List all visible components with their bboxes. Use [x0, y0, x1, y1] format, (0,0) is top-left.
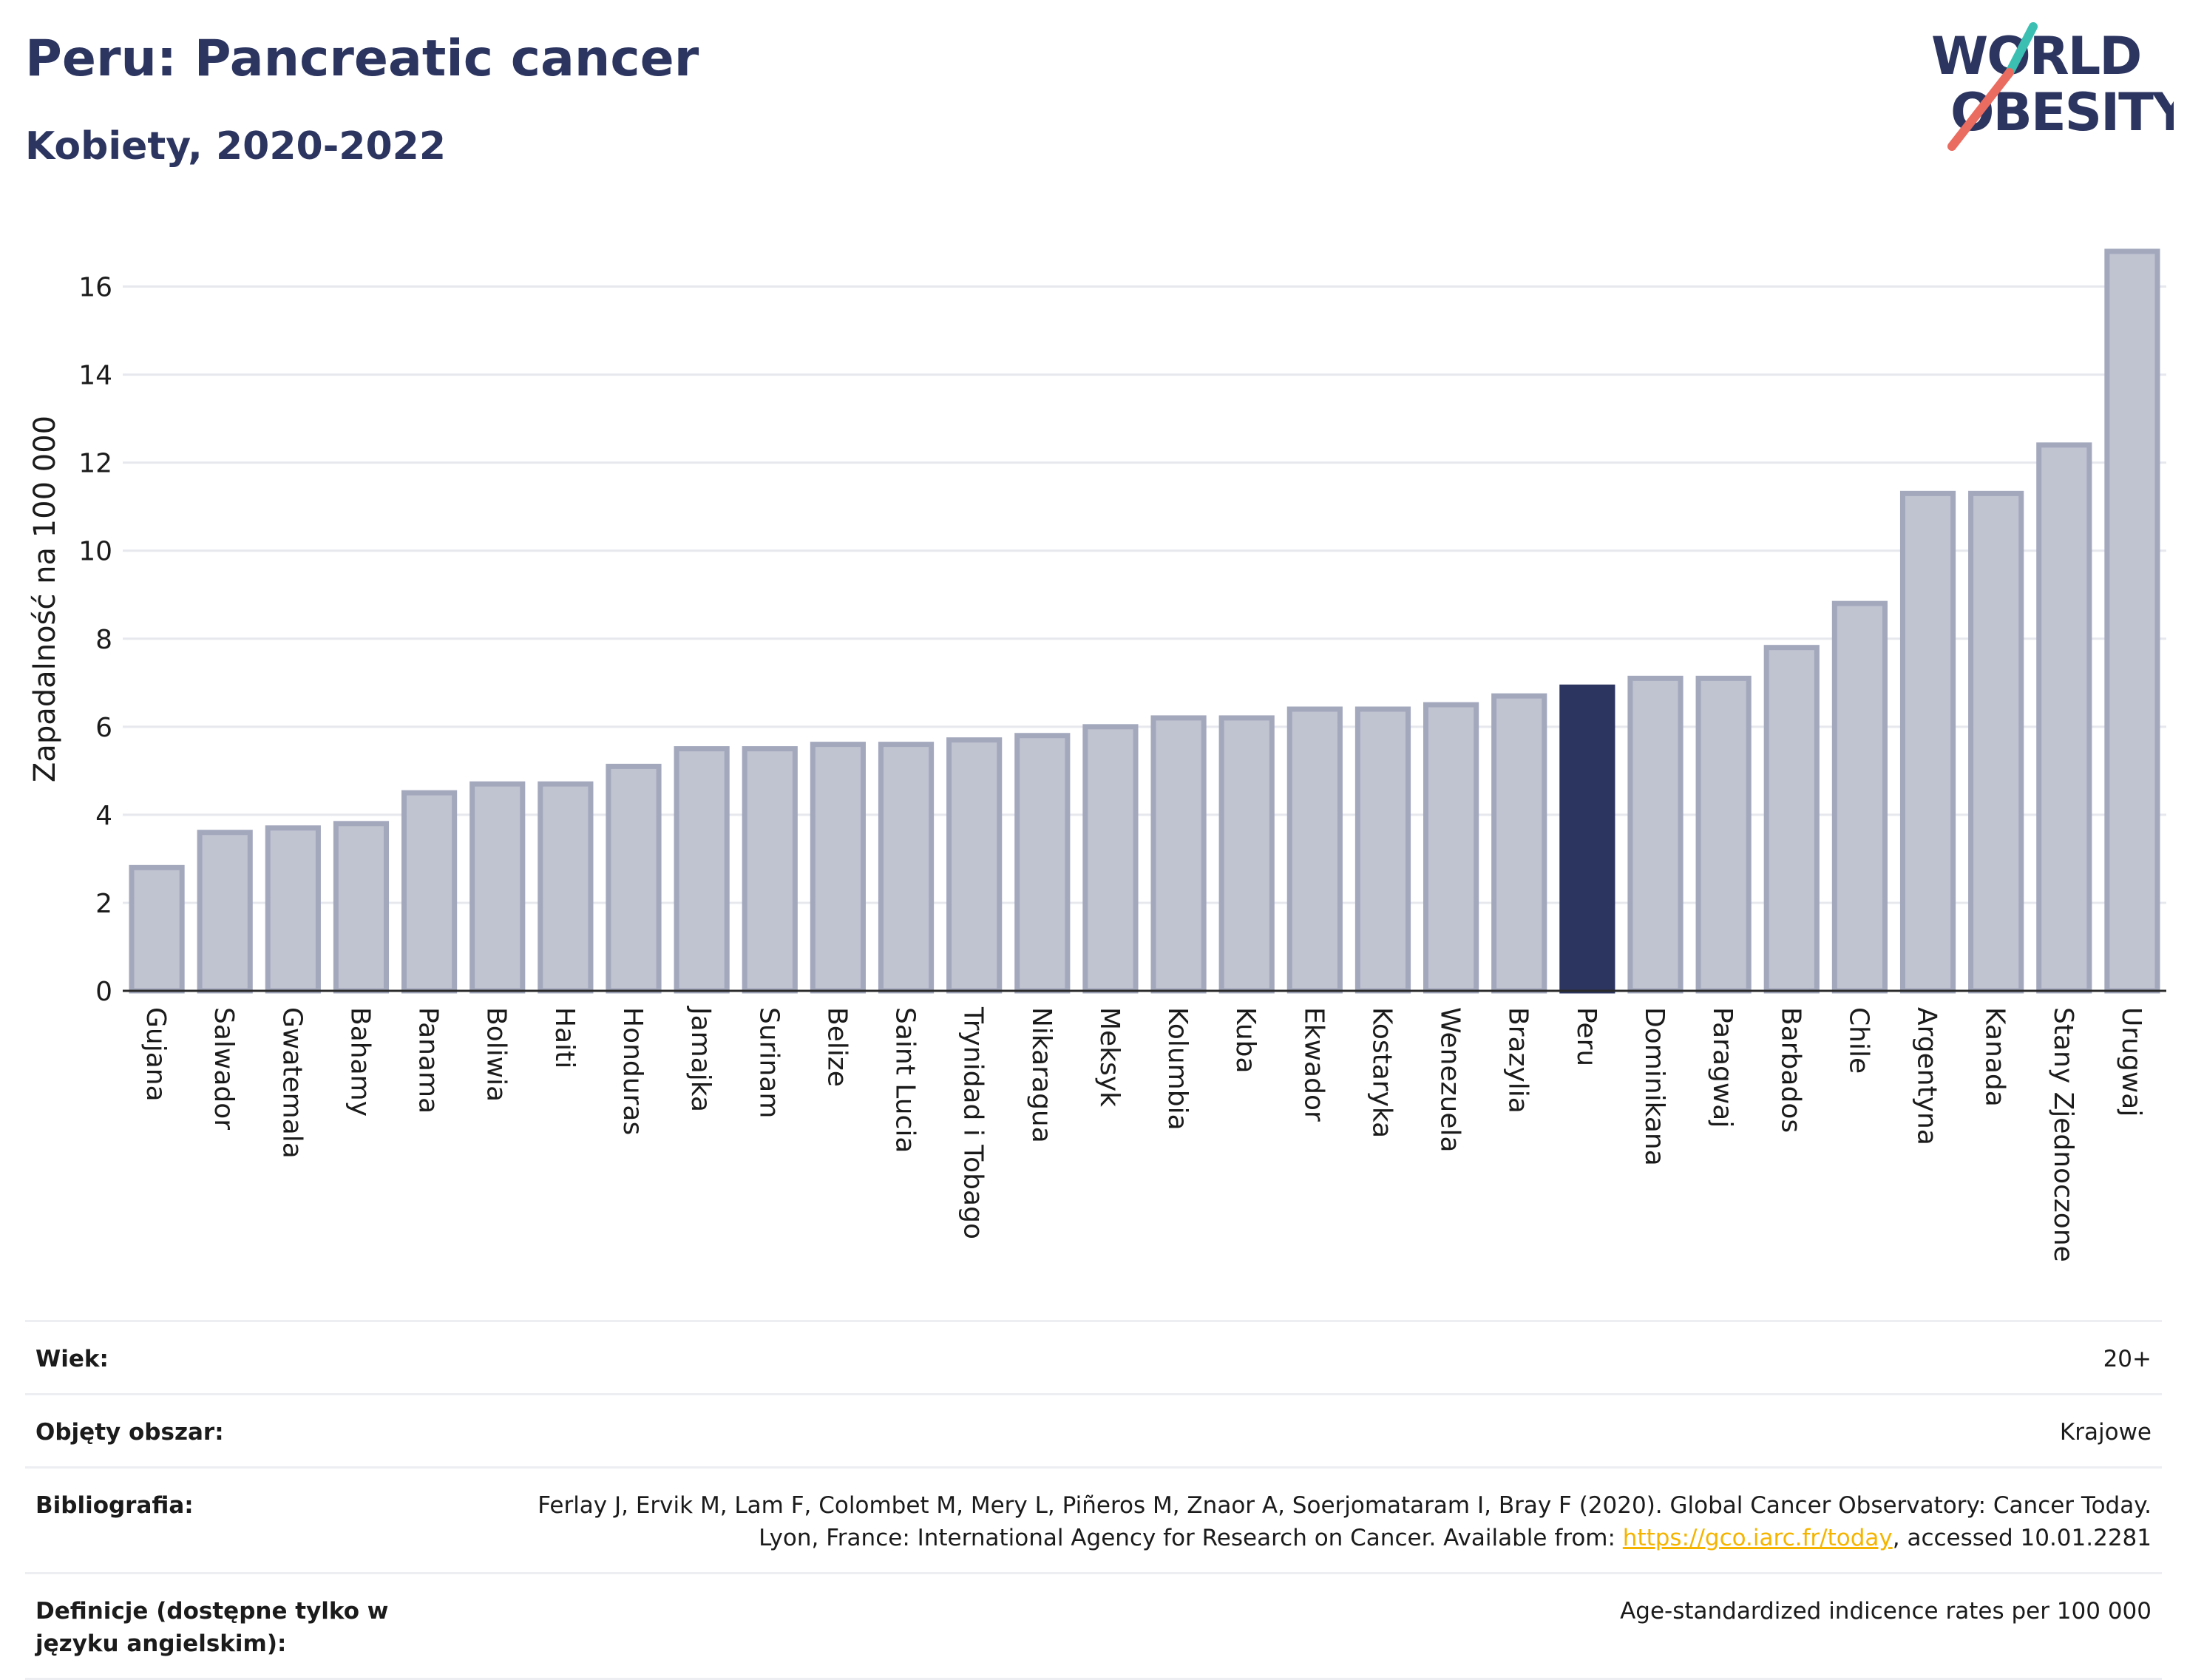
x-tick-label: Boliwia [481, 1007, 512, 1102]
bar-chile[interactable] [1831, 600, 1888, 994]
x-tick-label: Gwatemala [277, 1007, 307, 1159]
x-tick-label: Saint Lucia [890, 1007, 920, 1153]
x-tick-label: Jamajka [685, 1006, 716, 1112]
logo-line-2: OBESITY [1950, 82, 2174, 143]
logo-slash-teal [2005, 22, 2038, 77]
x-tick-label: Gujana [140, 1007, 171, 1102]
bar-haiti[interactable] [538, 781, 594, 994]
x-tick-label: Kuba [1230, 1007, 1261, 1074]
meta-value-bibliography: Ferlay J, Ervik M, Lam F, Colombet M, Me… [479, 1466, 2162, 1574]
x-tick-label: Belize [821, 1007, 852, 1087]
chart-title: Peru: Pancreatic cancer [25, 30, 699, 88]
meta-key: Bibliografia: [25, 1466, 479, 1574]
grid-lines [123, 285, 2166, 904]
bar-kostaryka[interactable] [1354, 706, 1411, 994]
y-axis-label: Zapadalność na 100 000 [28, 416, 62, 782]
bar-kanada[interactable] [1968, 490, 2024, 994]
bar-trynidad-i-tobago[interactable] [946, 737, 1003, 994]
bars [129, 248, 2160, 994]
bar-kolumbia[interactable] [1150, 715, 1207, 994]
y-tick-label: 0 [95, 977, 112, 1007]
bar-ekwador[interactable] [1286, 706, 1343, 994]
bibliography-accessed: , accessed 10.01.2281 [1892, 1525, 2152, 1551]
y-tick-label: 12 [78, 449, 112, 479]
meta-row-age: Wiek: 20+ [25, 1320, 2162, 1395]
bar-bahamy[interactable] [333, 821, 390, 994]
bar-paragwaj[interactable] [1695, 675, 1752, 994]
meta-value: Krajowe [479, 1393, 2162, 1468]
bar-argentyna[interactable] [1899, 490, 1956, 994]
x-tick-label: Salwador [208, 1007, 239, 1130]
x-tick-label: Trynidad i Tobago [958, 1006, 989, 1239]
x-tick-label: Kolumbia [1162, 1007, 1193, 1131]
meta-key: Definicje (dostępne tylko w języku angie… [25, 1572, 479, 1680]
bar-boliwia[interactable] [469, 781, 526, 994]
bar-peru[interactable] [1559, 684, 1615, 994]
meta-value: 20+ [479, 1320, 2162, 1395]
metadata-table: Wiek: 20+ Objęty obszar: Krajowe Bibliog… [25, 1320, 2162, 1680]
meta-key: Wiek: [25, 1320, 479, 1395]
bar-chart: 0 2 4 6 8 10 12 14 16 Gujana Salwador Gwatemala Bah… [28, 248, 2166, 1262]
x-tick-label: Panama [413, 1007, 444, 1114]
bar-brazylia[interactable] [1491, 693, 1547, 994]
bar-belize[interactable] [810, 742, 866, 994]
x-tick-label: Argentyna [1912, 1007, 1942, 1145]
x-tick-label: Meksyk [1094, 1007, 1125, 1107]
x-tick-label: Kanada [1980, 1007, 2010, 1107]
y-tick-label: 4 [95, 801, 112, 831]
x-tick-label: Nikaragua [1026, 1007, 1057, 1143]
x-tick-label: Brazylia [1503, 1007, 1533, 1114]
bibliography-text: Ferlay J, Ervik M, Lam F, Colombet M, Me… [538, 1492, 2152, 1551]
bar-surinam[interactable] [742, 746, 798, 994]
meta-row-definitions: Definicje (dostępne tylko w języku angie… [25, 1572, 2162, 1680]
bar-nikaragua[interactable] [1014, 733, 1071, 994]
x-tick-label: Chile [1843, 1007, 1874, 1074]
y-tick-label: 6 [95, 713, 112, 743]
x-tick-label: Paragwaj [1707, 1007, 1737, 1128]
bar-jamajka[interactable] [674, 746, 730, 994]
logo-line-1: WORLD [1931, 26, 2140, 87]
meta-value: Age-standardized indicence rates per 100… [479, 1572, 2162, 1680]
x-tick-label: Peru [1571, 1007, 1601, 1066]
bar-panama[interactable] [401, 790, 458, 994]
world-obesity-logo: WORLD OBESITY [1931, 22, 2174, 151]
bar-stany-zjednoczone[interactable] [2036, 442, 2092, 994]
y-tick-labels: 0 2 4 6 8 10 12 14 16 [78, 273, 112, 1007]
x-tick-label: Barbados [1775, 1007, 1805, 1133]
x-tick-label: Ekwador [1298, 1007, 1329, 1122]
bar-gwatemala[interactable] [265, 825, 321, 994]
x-tick-label: Haiti [549, 1007, 580, 1068]
x-tick-label: Bahamy [345, 1007, 375, 1117]
x-tick-labels: Gujana Salwador Gwatemala Bahamy Panama Boliw… [140, 1006, 2146, 1262]
source-link[interactable]: https://gco.iarc.fr/today [1622, 1525, 1893, 1551]
x-tick-label: Dominikana [1639, 1007, 1669, 1166]
logo-slash-coral [1947, 68, 2014, 151]
meta-row-bibliography: Bibliografia: Ferlay J, Ervik M, Lam F, … [25, 1466, 2162, 1574]
y-tick-label: 16 [78, 273, 112, 303]
bar-gujana[interactable] [129, 864, 185, 994]
bar-wenezuela[interactable] [1423, 702, 1479, 994]
bar-meksyk[interactable] [1082, 724, 1139, 994]
meta-key: Objęty obszar: [25, 1393, 479, 1468]
bar-kuba[interactable] [1218, 715, 1275, 994]
bar-barbados[interactable] [1763, 645, 1820, 994]
bar-honduras[interactable] [606, 763, 662, 994]
y-tick-label: 14 [78, 361, 112, 391]
y-tick-label: 10 [78, 537, 112, 567]
bar-saint-lucia[interactable] [878, 742, 935, 994]
bar-salwador[interactable] [197, 830, 253, 994]
y-tick-label: 2 [95, 889, 112, 919]
x-tick-label: Honduras [617, 1007, 648, 1135]
x-tick-label: Urugwaj [2116, 1007, 2146, 1117]
meta-row-area: Objęty obszar: Krajowe [25, 1393, 2162, 1468]
x-tick-label: Kostaryka [1366, 1007, 1397, 1138]
x-tick-label: Surinam [753, 1007, 784, 1118]
x-tick-label: Wenezuela [1435, 1007, 1465, 1153]
bar-dominikana[interactable] [1627, 675, 1684, 994]
chart-subtitle: Kobiety, 2020-2022 [25, 124, 447, 169]
bar-urugwaj[interactable] [2104, 248, 2160, 994]
y-tick-label: 8 [95, 625, 112, 655]
x-tick-label: Stany Zjednoczone [2048, 1007, 2078, 1262]
